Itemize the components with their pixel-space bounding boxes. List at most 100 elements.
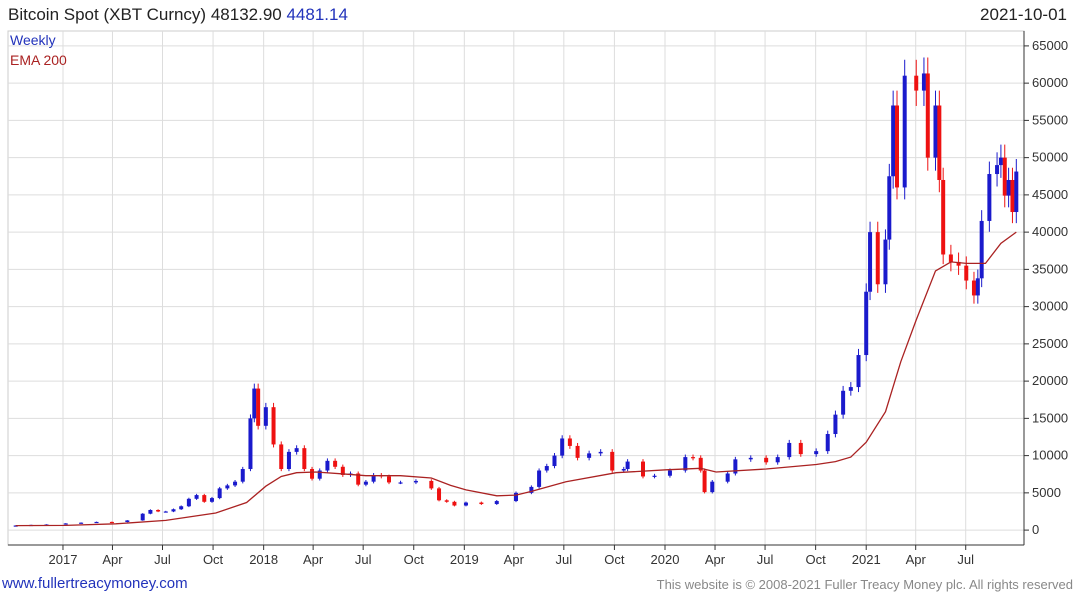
chart-header: Bitcoin Spot (XBT Curncy) 48132.90 4481.… [8, 5, 348, 25]
candle [202, 495, 207, 502]
candle [494, 501, 499, 505]
candle [798, 442, 803, 455]
candle [444, 500, 449, 502]
candle [333, 460, 338, 467]
candle [691, 457, 696, 459]
candle [179, 506, 184, 510]
candle [567, 438, 572, 446]
candle [902, 75, 907, 188]
y-tick-label: 15000 [1032, 410, 1068, 425]
candle [1010, 179, 1015, 213]
candle [109, 521, 114, 524]
chart-date: 2021-10-01 [980, 5, 1067, 24]
candle [163, 511, 168, 513]
x-tick-label: Jul [957, 552, 974, 567]
candle [698, 457, 703, 471]
candle [868, 232, 873, 292]
candle [194, 495, 199, 499]
candle [240, 469, 245, 482]
candle [921, 73, 926, 91]
candle [463, 502, 468, 506]
x-tick-label: Jul [154, 552, 171, 567]
candle [652, 475, 657, 477]
candle [544, 466, 549, 471]
candle [225, 485, 230, 489]
candle [514, 492, 518, 502]
candle [209, 498, 214, 502]
candle [733, 459, 738, 474]
candle [995, 165, 1000, 175]
site-link[interactable]: www.fullertreacymoney.com [2, 575, 188, 592]
candle [975, 278, 980, 296]
candle [764, 457, 769, 463]
candle [63, 523, 68, 525]
candle [325, 460, 330, 471]
legend-weekly: Weekly [10, 32, 56, 48]
candle [233, 481, 238, 486]
candle [452, 501, 457, 506]
candle [429, 480, 434, 489]
candle [883, 239, 888, 285]
candle [148, 509, 153, 514]
candle [125, 520, 130, 523]
candle [625, 461, 630, 470]
candle [702, 470, 707, 493]
candle [286, 451, 291, 470]
candle [775, 457, 780, 463]
candle [356, 473, 361, 485]
y-tick-label: 35000 [1032, 261, 1068, 276]
x-tick-label: Oct [404, 552, 425, 567]
y-tick-label: 65000 [1032, 38, 1068, 53]
candle [841, 390, 846, 415]
x-tick-label: Apr [303, 552, 324, 567]
candle [787, 442, 792, 458]
candle [1014, 171, 1019, 213]
ema-layer [15, 231, 1017, 527]
candles [13, 57, 1019, 527]
candle [598, 451, 603, 454]
x-tick-label: Oct [604, 552, 625, 567]
candle [156, 509, 161, 512]
x-tick-label: 2019 [450, 552, 479, 567]
candle [895, 105, 899, 188]
candle [171, 509, 176, 512]
candle [294, 448, 299, 452]
candle [371, 474, 376, 482]
candle [529, 486, 534, 493]
candle [748, 457, 753, 460]
instrument-title: Bitcoin Spot (XBT Curncy) [8, 5, 207, 24]
x-tick-label: Oct [806, 552, 827, 567]
candle [848, 387, 853, 391]
candle [94, 521, 99, 524]
x-tick-label: Apr [504, 552, 525, 567]
candle [537, 470, 542, 487]
axes: 0 5000 10000 15000 20000 25000 30000 35000 40000… [8, 31, 1068, 567]
candle [825, 434, 830, 452]
candle [217, 488, 222, 499]
x-tick-label: 2020 [651, 552, 680, 567]
legend-ema: EMA 200 [10, 52, 67, 68]
candle [667, 470, 672, 476]
candle [317, 470, 322, 479]
copyright-notice: This website is © 2008-2021 Fuller Treac… [656, 577, 1073, 592]
candle [256, 388, 261, 426]
candle [363, 481, 368, 485]
last-price: 48132.90 [210, 5, 282, 24]
x-tick-label: Apr [705, 552, 726, 567]
x-tick-label: Jul [556, 552, 573, 567]
candle [479, 502, 484, 505]
candle [398, 482, 403, 484]
y-tick-label: 25000 [1032, 336, 1068, 351]
x-tick-label: Oct [203, 552, 224, 567]
ema-200-line [15, 231, 1017, 527]
candle [925, 73, 930, 158]
candle [263, 407, 268, 426]
candle [437, 488, 442, 501]
candle [79, 522, 84, 524]
candle [933, 105, 938, 158]
y-tick-label: 45000 [1032, 187, 1068, 202]
candle [140, 513, 145, 521]
y-tick-label: 0 [1032, 522, 1039, 537]
x-tick-label: 2018 [249, 552, 278, 567]
